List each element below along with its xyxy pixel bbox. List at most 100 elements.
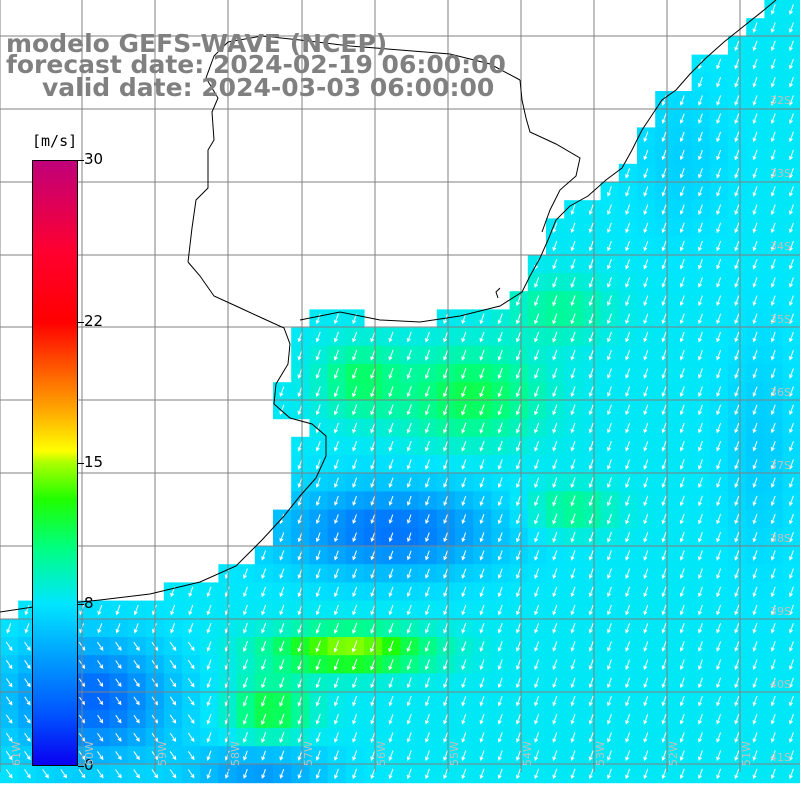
wind-arrow xyxy=(679,168,685,179)
wind-arrow xyxy=(789,659,794,670)
wind-arrow xyxy=(315,658,321,671)
wind-arrow xyxy=(625,677,631,689)
wind-arrow xyxy=(443,440,449,452)
wind-arrow xyxy=(716,441,722,452)
wind-arrow xyxy=(352,477,358,488)
wind-arrow xyxy=(789,95,794,106)
wind-arrow xyxy=(516,659,521,670)
wind-arrow xyxy=(5,678,13,688)
colorbar-tick-mark xyxy=(78,766,84,767)
wind-arrow xyxy=(625,659,631,670)
wind-arrow xyxy=(516,677,521,689)
wind-arrow xyxy=(734,131,740,143)
wind-arrow xyxy=(789,550,794,561)
wind-arrow xyxy=(279,622,285,634)
wind-arrow xyxy=(698,295,703,306)
wind-arrow xyxy=(206,768,212,779)
wind-arrow xyxy=(516,586,521,598)
wind-arrow xyxy=(497,768,503,780)
wind-arrow xyxy=(679,131,685,143)
wind-arrow xyxy=(552,422,558,434)
wind-arrow xyxy=(370,514,376,524)
wind-arrow xyxy=(206,750,212,761)
wind-arrow xyxy=(97,604,103,616)
wind-arrow xyxy=(734,386,740,397)
wind-arrow xyxy=(133,714,140,724)
wind-arrow xyxy=(370,550,376,561)
wind-arrow xyxy=(333,640,340,653)
longitude-label: 52W xyxy=(667,741,680,766)
wind-arrow xyxy=(188,586,194,598)
wind-arrow xyxy=(516,477,521,488)
wind-arrow xyxy=(679,277,685,288)
wind-arrow xyxy=(97,714,104,724)
wind-arrow xyxy=(570,222,576,234)
wind-arrow xyxy=(515,331,521,343)
wind-arrow xyxy=(352,768,358,780)
wind-arrow xyxy=(789,40,794,52)
wind-arrow xyxy=(534,714,540,725)
longitude-label: 58W xyxy=(229,741,242,766)
wind-arrow xyxy=(661,149,667,161)
wind-arrow xyxy=(661,404,667,416)
wind-arrow xyxy=(333,677,339,689)
wind-arrow xyxy=(679,313,685,325)
wind-arrow xyxy=(479,750,485,761)
wind-arrow xyxy=(661,222,667,234)
wind-arrow xyxy=(661,259,667,270)
wind-arrow xyxy=(588,459,594,470)
wind-arrow xyxy=(570,240,576,252)
wind-arrow xyxy=(406,459,412,470)
wind-arrow xyxy=(388,532,394,543)
wind-arrow xyxy=(588,531,594,543)
wind-arrow xyxy=(443,677,449,689)
wind-arrow xyxy=(60,769,68,779)
wind-arrow xyxy=(315,532,321,543)
wind-arrow xyxy=(497,513,503,525)
wind-arrow xyxy=(352,459,358,470)
wind-arrow xyxy=(516,768,521,780)
wind-arrow xyxy=(515,313,521,325)
wind-arrow xyxy=(789,204,794,215)
wind-arrow xyxy=(698,677,703,689)
wind-arrow xyxy=(698,604,703,616)
wind-arrow xyxy=(352,367,358,380)
wind-arrow xyxy=(789,331,794,343)
wind-arrow xyxy=(679,550,685,561)
wind-arrow xyxy=(552,295,558,307)
wind-arrow xyxy=(625,495,631,507)
wind-arrow xyxy=(734,550,740,561)
wind-arrow xyxy=(679,732,685,743)
wind-arrow xyxy=(334,732,339,743)
wind-arrow xyxy=(443,331,449,343)
wind-arrow xyxy=(188,623,194,634)
wind-arrow xyxy=(679,331,685,343)
wind-arrow xyxy=(333,422,339,434)
wind-arrow xyxy=(606,295,612,307)
wind-arrow xyxy=(333,714,339,725)
wind-arrow xyxy=(606,531,612,543)
wind-arrow xyxy=(461,367,467,380)
wind-arrow xyxy=(734,368,740,379)
wind-arrow xyxy=(661,641,667,652)
wind-arrow xyxy=(151,769,159,779)
wind-arrow xyxy=(497,477,503,488)
wind-arrow xyxy=(716,313,722,325)
wind-arrow xyxy=(187,659,195,670)
wind-arrow xyxy=(334,459,339,470)
wind-arrow xyxy=(461,586,467,598)
wind-arrow xyxy=(570,459,576,470)
wind-arrow xyxy=(297,550,303,561)
wind-arrow xyxy=(333,695,339,707)
wind-arrow xyxy=(461,313,467,325)
wind-arrow xyxy=(479,623,485,634)
wind-arrow xyxy=(661,186,667,197)
wind-arrow xyxy=(789,714,794,725)
wind-arrow xyxy=(552,531,558,543)
wind-arrow xyxy=(406,732,412,743)
wind-arrow xyxy=(643,695,649,707)
wind-arrow xyxy=(752,623,758,634)
longitude-label: 57W xyxy=(302,741,315,766)
wind-arrow xyxy=(770,58,776,70)
wind-arrow xyxy=(679,586,685,598)
